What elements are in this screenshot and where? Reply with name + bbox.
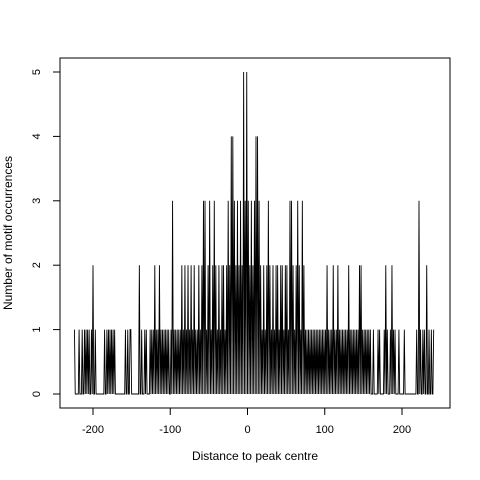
x-tick-label-2: 0 (244, 424, 250, 436)
y-tick-label-3: 3 (31, 198, 43, 204)
x-axis-label: Distance to peak centre (192, 449, 318, 463)
x-tick-label-0: -200 (82, 424, 104, 436)
x-axis: -200 -100 0 100 200 (82, 407, 411, 436)
y-axis: 0 1 2 3 4 5 (31, 69, 61, 397)
x-tick-label-4: 200 (393, 424, 411, 436)
x-tick-label-1: -100 (159, 424, 181, 436)
series-line (74, 71, 435, 395)
y-tick-label-4: 4 (31, 133, 43, 139)
y-tick-label-5: 5 (31, 69, 43, 75)
x-tick-label-3: 100 (316, 424, 334, 436)
y-tick-label-0: 0 (31, 391, 43, 397)
data-layer (74, 71, 435, 395)
y-tick-label-1: 1 (31, 327, 43, 333)
y-tick-label-2: 2 (31, 262, 43, 268)
y-axis-label: Number of motif occurrences (1, 156, 15, 310)
